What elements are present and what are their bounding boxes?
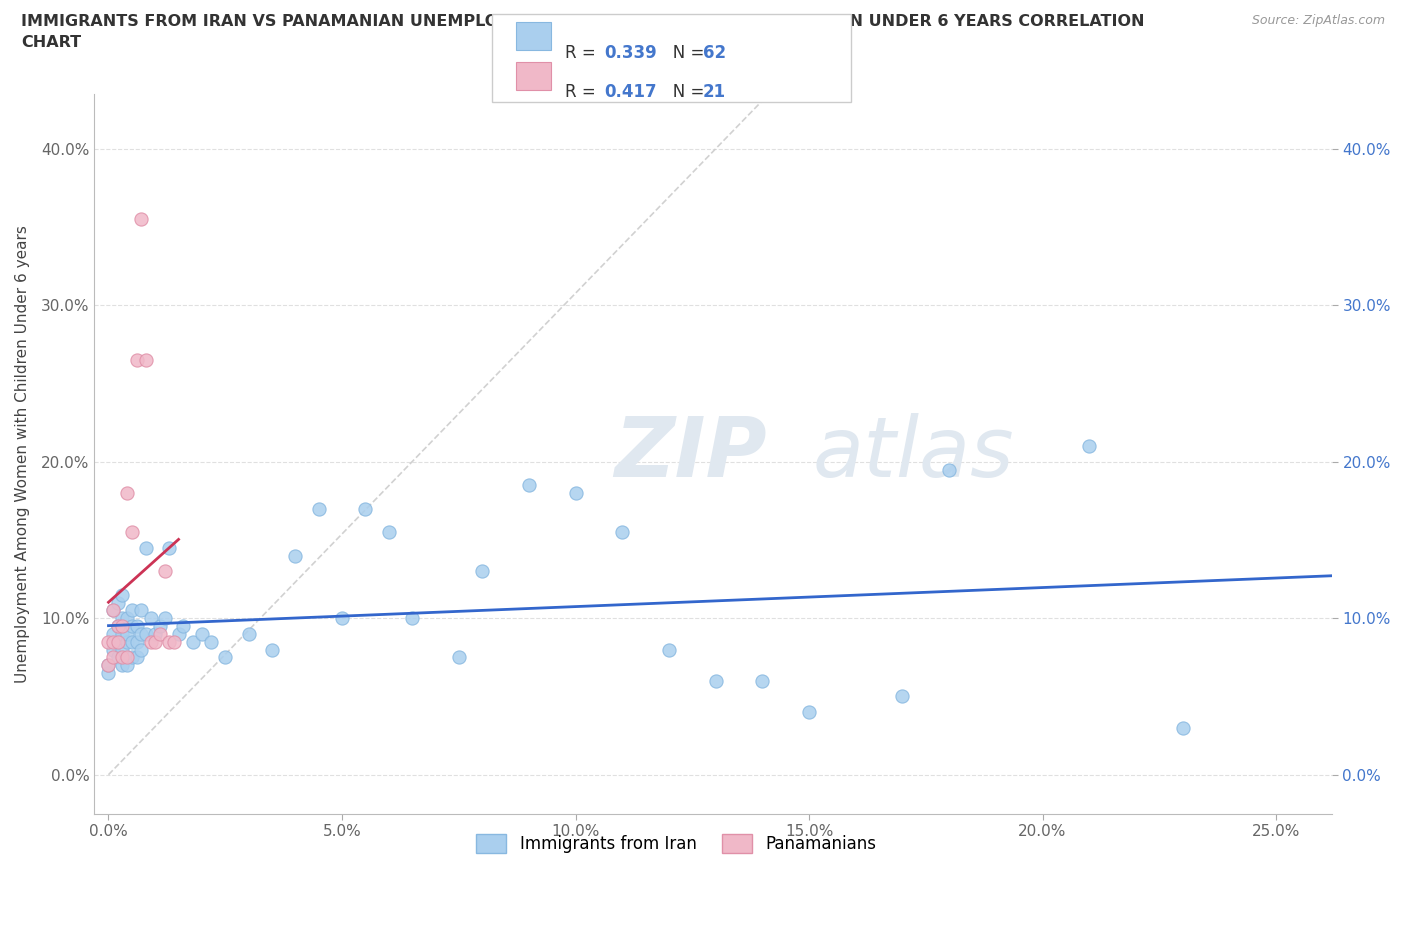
- Point: [143, 634, 166, 649]
- Point: [135, 627, 157, 642]
- Point: [612, 525, 634, 539]
- Point: [115, 627, 138, 642]
- Point: [115, 634, 138, 649]
- Point: [129, 603, 152, 618]
- Point: [115, 650, 138, 665]
- Point: [181, 634, 204, 649]
- Point: [101, 642, 124, 657]
- Point: [308, 501, 330, 516]
- Point: [135, 540, 157, 555]
- Point: [125, 618, 148, 633]
- Point: [200, 634, 222, 649]
- Text: 62: 62: [703, 44, 725, 62]
- Point: [330, 611, 353, 626]
- Point: [107, 595, 129, 610]
- Point: [111, 611, 134, 626]
- Point: [107, 634, 129, 649]
- Point: [284, 548, 307, 563]
- Point: [1078, 439, 1101, 454]
- Point: [101, 634, 124, 649]
- Point: [517, 478, 540, 493]
- Point: [447, 650, 470, 665]
- Point: [121, 603, 143, 618]
- Point: [129, 627, 152, 642]
- Point: [157, 634, 180, 649]
- Point: [139, 611, 162, 626]
- Text: atlas: atlas: [813, 414, 1014, 495]
- Point: [891, 689, 914, 704]
- Text: IMMIGRANTS FROM IRAN VS PANAMANIAN UNEMPLOYMENT AMONG WOMEN WITH CHILDREN UNDER : IMMIGRANTS FROM IRAN VS PANAMANIAN UNEMP…: [21, 14, 1144, 29]
- Text: 0.339: 0.339: [605, 44, 658, 62]
- Point: [377, 525, 399, 539]
- Point: [153, 611, 176, 626]
- Point: [107, 634, 129, 649]
- Point: [121, 650, 143, 665]
- Point: [101, 603, 124, 618]
- Point: [97, 658, 120, 672]
- Point: [111, 618, 134, 633]
- Point: [149, 618, 172, 633]
- Point: [238, 627, 260, 642]
- Point: [139, 634, 162, 649]
- Point: [115, 485, 138, 500]
- Point: [471, 564, 494, 578]
- Point: [214, 650, 236, 665]
- Point: [163, 634, 186, 649]
- Point: [101, 650, 124, 665]
- Point: [658, 642, 681, 657]
- Point: [121, 525, 143, 539]
- Text: R =: R =: [565, 44, 602, 62]
- Point: [704, 673, 727, 688]
- Point: [111, 650, 134, 665]
- Y-axis label: Unemployment Among Women with Children Under 6 years: Unemployment Among Women with Children U…: [15, 225, 30, 683]
- Point: [260, 642, 283, 657]
- Point: [167, 627, 190, 642]
- Point: [135, 352, 157, 367]
- Point: [121, 634, 143, 649]
- Point: [101, 603, 124, 618]
- Point: [564, 485, 586, 500]
- Text: 21: 21: [703, 84, 725, 101]
- Text: N =: N =: [657, 44, 709, 62]
- Point: [115, 611, 138, 626]
- Point: [121, 618, 143, 633]
- Text: R =: R =: [565, 84, 602, 101]
- Legend: Immigrants from Iran, Panamanians: Immigrants from Iran, Panamanians: [470, 827, 883, 859]
- Text: 0.417: 0.417: [605, 84, 657, 101]
- Point: [797, 705, 820, 720]
- Point: [111, 658, 134, 672]
- Point: [107, 618, 129, 633]
- Point: [115, 658, 138, 672]
- Point: [751, 673, 773, 688]
- Point: [111, 627, 134, 642]
- Point: [97, 658, 120, 672]
- Point: [354, 501, 377, 516]
- Text: CHART: CHART: [21, 35, 82, 50]
- Point: [172, 618, 194, 633]
- Point: [129, 642, 152, 657]
- Point: [938, 462, 960, 477]
- Text: Source: ZipAtlas.com: Source: ZipAtlas.com: [1251, 14, 1385, 27]
- Point: [111, 588, 134, 603]
- Text: ZIP: ZIP: [614, 414, 766, 495]
- Point: [401, 611, 423, 626]
- Text: N =: N =: [657, 84, 709, 101]
- Point: [143, 627, 166, 642]
- Point: [107, 618, 129, 633]
- Point: [125, 634, 148, 649]
- Point: [101, 627, 124, 642]
- Point: [1171, 721, 1194, 736]
- Point: [97, 666, 120, 681]
- Point: [125, 650, 148, 665]
- Point: [191, 627, 214, 642]
- Point: [157, 540, 180, 555]
- Point: [153, 564, 176, 578]
- Point: [125, 352, 148, 367]
- Point: [111, 642, 134, 657]
- Point: [97, 634, 120, 649]
- Point: [149, 627, 172, 642]
- Point: [129, 212, 152, 227]
- Point: [107, 650, 129, 665]
